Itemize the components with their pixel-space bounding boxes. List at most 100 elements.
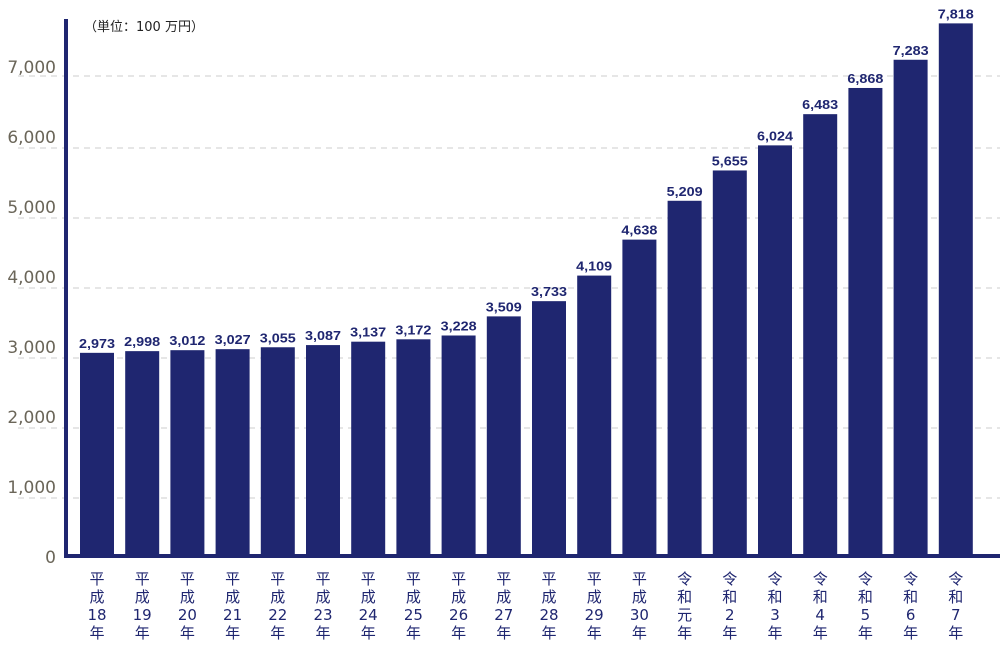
x-tick-label: 30 (630, 606, 649, 624)
data-label: 3,228 (441, 318, 477, 333)
data-label: 2,973 (79, 336, 115, 351)
x-tick-label: 年 (406, 624, 421, 642)
bar (486, 316, 521, 555)
x-tick-label: 2 (725, 606, 735, 624)
x-tick-label: 成 (496, 588, 511, 606)
bar (351, 341, 386, 555)
x-tick-label: 27 (494, 606, 513, 624)
x-tick-label: 成 (451, 588, 466, 606)
bar (306, 345, 340, 555)
data-label: 6,868 (847, 71, 883, 86)
x-tick-label: 年 (496, 624, 511, 642)
data-label: 3,087 (305, 328, 341, 343)
x-tick-label: 令 (813, 570, 828, 588)
x-tick-label: 平 (632, 570, 647, 588)
x-tick-label: 24 (359, 606, 378, 624)
x-tick-label: 平 (587, 570, 602, 588)
x-tick-label: 年 (722, 624, 737, 642)
bar (441, 335, 476, 555)
data-label: 7,818 (938, 6, 974, 21)
x-tick-label: 23 (313, 606, 332, 624)
data-label: 3,012 (169, 333, 205, 348)
x-tick-label: 年 (677, 624, 692, 642)
y-tick-label: 6,000 (7, 128, 56, 148)
x-tick-label: 年 (270, 624, 285, 642)
x-tick-label: 成 (406, 588, 421, 606)
data-label: 2,998 (124, 334, 160, 349)
x-tick-label: 5 (861, 606, 871, 624)
x-tick-label: 和 (722, 588, 737, 606)
y-tick-label: 1,000 (7, 478, 56, 498)
x-tick-label: 平 (541, 570, 556, 588)
data-label: 3,027 (215, 332, 251, 347)
x-tick-label: 成 (541, 588, 556, 606)
x-tick-label: 平 (225, 570, 240, 588)
x-tick-label: 年 (632, 624, 647, 642)
x-tick-label: 年 (813, 624, 828, 642)
x-tick-label: 29 (585, 606, 604, 624)
data-label: 3,172 (395, 322, 431, 337)
x-tick-label: 平 (496, 570, 511, 588)
bar (938, 23, 973, 556)
x-tick-label: 年 (225, 624, 240, 642)
x-tick-label: 平 (270, 570, 285, 588)
x-tick-label: 年 (767, 624, 782, 642)
y-tick-label: 2,000 (7, 408, 56, 428)
x-tick-label: 年 (451, 624, 466, 642)
bar (893, 59, 928, 555)
x-tick-label: 26 (449, 606, 468, 624)
x-tick-label: 和 (903, 588, 918, 606)
bar (125, 351, 160, 555)
data-label: 3,055 (260, 330, 296, 345)
bar (622, 239, 657, 555)
x-tick-label: 成 (270, 588, 285, 606)
bar (758, 145, 792, 556)
x-tick-label: 成 (315, 588, 330, 606)
x-tick-label: 20 (178, 606, 197, 624)
unit-label: （単位：100 万円） (84, 20, 204, 35)
x-tick-label: 年 (315, 624, 330, 642)
bar (577, 275, 612, 555)
x-tick-label: 成 (225, 588, 240, 606)
x-tick-label: 平 (135, 570, 150, 588)
x-tick-label: 年 (903, 624, 918, 642)
data-label: 3,733 (531, 284, 567, 299)
x-tick-label: 7 (951, 606, 961, 624)
bar (260, 347, 295, 555)
x-tick-label: 3 (770, 606, 780, 624)
data-label: 6,483 (802, 97, 838, 112)
x-tick-label: 令 (858, 570, 873, 588)
x-tick-label: 年 (587, 624, 602, 642)
x-tick-label: 28 (539, 606, 558, 624)
data-label: 5,655 (712, 153, 748, 168)
x-tick-label: 平 (315, 570, 330, 588)
bar (803, 114, 838, 555)
data-label: 6,024 (757, 128, 794, 143)
x-tick-label: 令 (677, 570, 692, 588)
x-tick-label: 22 (268, 606, 287, 624)
x-tick-label: 令 (767, 570, 782, 588)
x-tick-label: 4 (815, 606, 825, 624)
data-label: 5,209 (667, 184, 703, 199)
x-tick-label: 令 (903, 570, 918, 588)
x-tick-label: 年 (361, 624, 376, 642)
x-tick-label: 21 (223, 606, 242, 624)
x-tick-label: 平 (451, 570, 466, 588)
data-label: 4,638 (621, 223, 657, 238)
bar (848, 87, 883, 555)
y-tick-label: 0 (45, 548, 56, 568)
x-tick-label: 年 (948, 624, 963, 642)
x-tick-label: 年 (180, 624, 195, 642)
x-tick-label: 令 (948, 570, 963, 588)
x-tick-label: 和 (948, 588, 963, 606)
x-tick-label: 成 (180, 588, 195, 606)
bar (396, 339, 431, 555)
x-tick-label: 和 (858, 588, 873, 606)
x-tick-label: 成 (89, 588, 104, 606)
x-tick-label: 年 (541, 624, 556, 642)
x-tick-label: 元 (677, 606, 692, 624)
bar (80, 352, 114, 555)
bar (532, 301, 566, 555)
x-tick-label: 18 (87, 606, 106, 624)
